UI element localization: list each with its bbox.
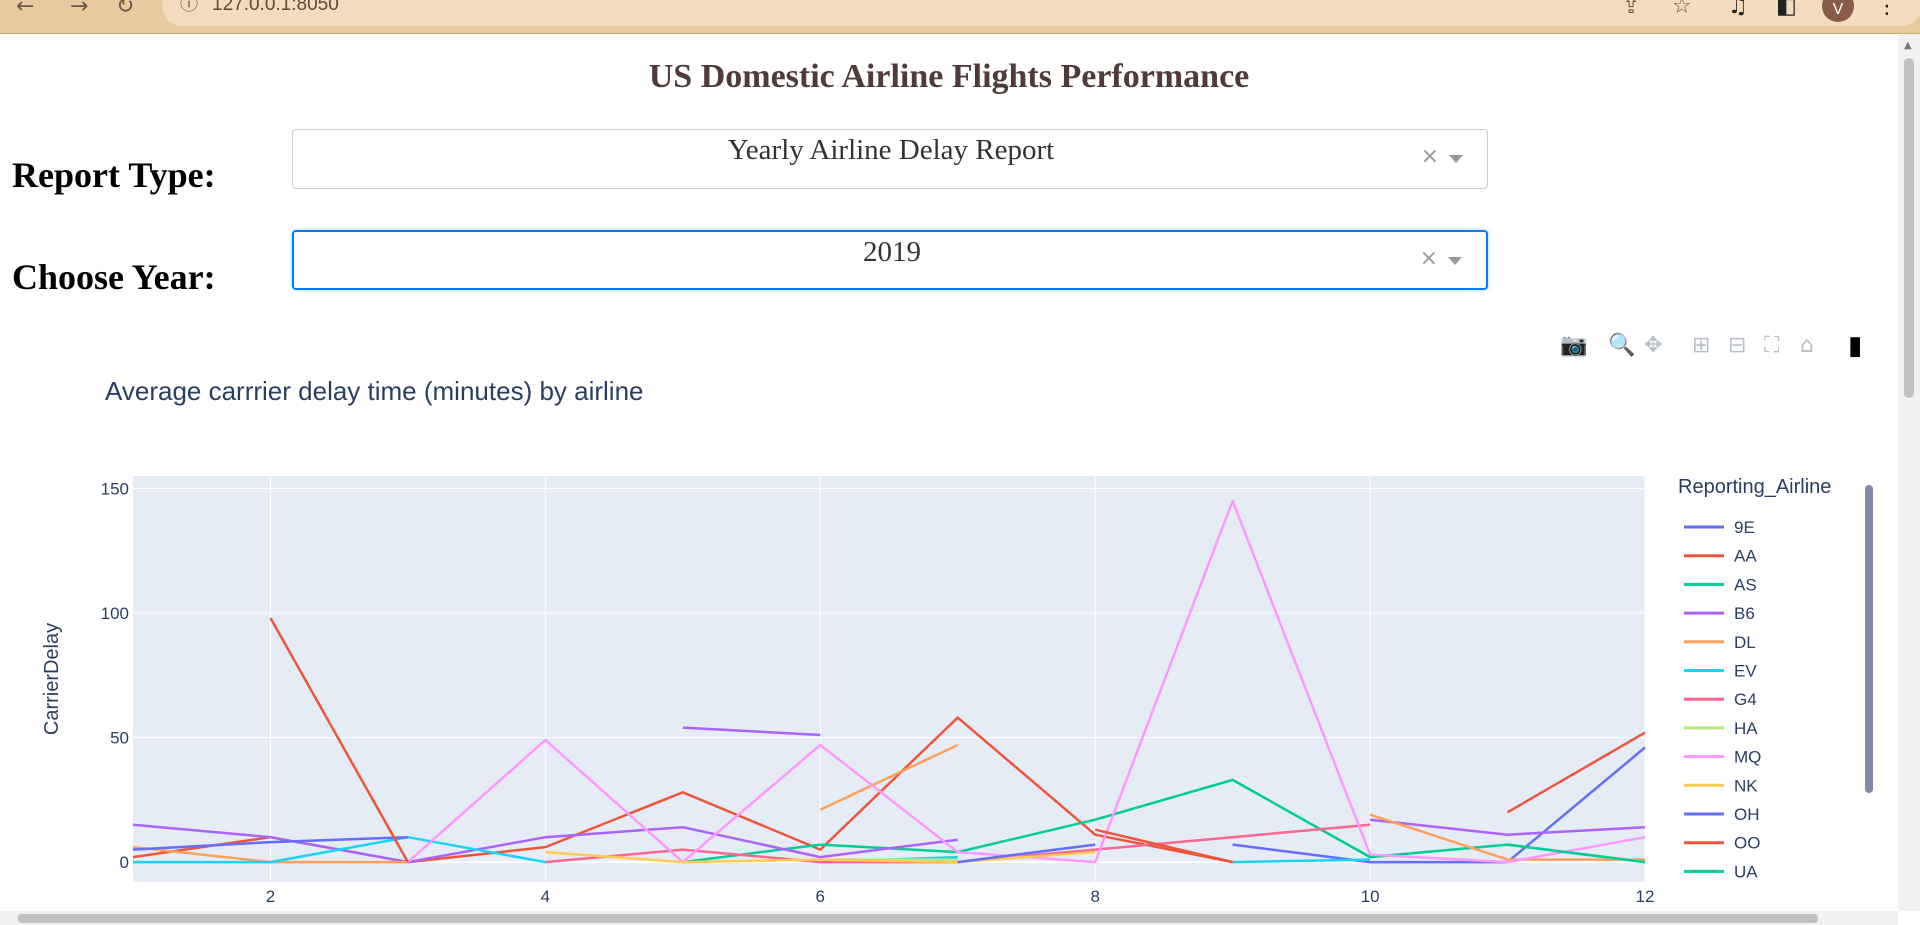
chevron-down-icon[interactable] bbox=[1448, 257, 1462, 265]
report-type-value: Yearly Airline Delay Report bbox=[293, 134, 1489, 167]
legend-item-ua[interactable]: UA bbox=[1734, 862, 1758, 881]
legend-item-dl[interactable]: DL bbox=[1734, 633, 1756, 652]
autoscale-icon[interactable]: ⛶ bbox=[1764, 332, 1779, 360]
back-arrow-icon[interactable]: ← bbox=[16, 0, 34, 14]
x-tick-label: 2 bbox=[266, 887, 275, 906]
x-tick-label: 6 bbox=[816, 887, 825, 906]
browser-toolbar: ← → ↻ ⓘ 127.0.0.1:8050 ⇪ ☆ ♫ ◧ V ⋮ bbox=[0, 0, 1920, 34]
year-dropdown[interactable]: 2019 × bbox=[292, 230, 1488, 290]
legend[interactable]: Reporting_Airline 9E AA AS B6 DL EV G4 HA MQ NK OH O… bbox=[1678, 476, 1873, 881]
legend-item-9e[interactable]: 9E bbox=[1734, 518, 1755, 537]
zoom-icon[interactable]: 🔍 bbox=[1608, 332, 1635, 360]
report-type-label: Report Type: bbox=[12, 154, 216, 196]
legend-scrollbar[interactable] bbox=[1865, 485, 1873, 793]
y-tick-label: 0 bbox=[120, 853, 129, 872]
legend-title: Reporting_Airline bbox=[1678, 476, 1831, 498]
year-value: 2019 bbox=[294, 236, 1490, 269]
legend-item-as[interactable]: AS bbox=[1734, 575, 1757, 594]
legend-item-aa[interactable]: AA bbox=[1734, 547, 1757, 566]
url-text[interactable]: 127.0.0.1:8050 bbox=[212, 0, 339, 16]
camera-icon[interactable]: 📷 bbox=[1560, 332, 1587, 360]
address-bar[interactable] bbox=[162, 0, 1920, 26]
legend-item-oo[interactable]: OO bbox=[1734, 834, 1760, 853]
clear-icon[interactable]: × bbox=[1420, 246, 1438, 271]
clear-icon[interactable]: × bbox=[1421, 144, 1439, 169]
y-axis-ticks: 0 50 100 150 bbox=[101, 479, 129, 872]
chevron-down-icon[interactable] bbox=[1449, 155, 1463, 163]
legend-item-ev[interactable]: EV bbox=[1734, 662, 1757, 681]
vertical-scrollbar[interactable]: ▲ bbox=[1898, 34, 1920, 911]
legend-item-oh[interactable]: OH bbox=[1734, 805, 1760, 824]
x-tick-label: 12 bbox=[1636, 887, 1655, 906]
y-tick-label: 100 bbox=[101, 604, 129, 623]
y-tick-label: 150 bbox=[101, 479, 129, 498]
horizontal-scrollbar[interactable] bbox=[0, 911, 1898, 925]
horizontal-scroll-thumb[interactable] bbox=[18, 914, 1818, 923]
report-type-dropdown[interactable]: Yearly Airline Delay Report × bbox=[292, 129, 1488, 189]
reset-axes-icon[interactable]: ⌂ bbox=[1800, 332, 1814, 360]
x-axis-ticks: 2 4 6 8 10 12 bbox=[266, 887, 1655, 906]
share-icon[interactable]: ⇪ bbox=[1622, 0, 1640, 14]
vertical-scroll-thumb[interactable] bbox=[1904, 58, 1914, 398]
page-title: US Domestic Airline Flights Performance bbox=[0, 58, 1898, 96]
reload-icon[interactable]: ↻ bbox=[116, 0, 134, 14]
legend-item-g4[interactable]: G4 bbox=[1734, 690, 1757, 709]
zoom-in-icon[interactable]: ⊞ bbox=[1692, 332, 1710, 360]
legend-item-mq[interactable]: MQ bbox=[1734, 748, 1761, 767]
legend-item-b6[interactable]: B6 bbox=[1734, 604, 1755, 623]
side-panel-icon[interactable]: ◧ bbox=[1776, 0, 1797, 14]
plot-area bbox=[133, 476, 1645, 882]
legend-item-nk[interactable]: NK bbox=[1734, 776, 1758, 795]
media-control-icon[interactable]: ♫ bbox=[1728, 0, 1748, 14]
legend-item-ha[interactable]: HA bbox=[1734, 719, 1758, 738]
chart-title: Average carrrier delay time (minutes) by… bbox=[105, 376, 644, 407]
site-info-icon[interactable]: ⓘ bbox=[180, 0, 198, 12]
x-tick-label: 8 bbox=[1090, 887, 1099, 906]
zoom-out-icon[interactable]: ⊟ bbox=[1728, 332, 1746, 360]
year-label: Choose Year: bbox=[12, 256, 216, 298]
plotly-logo-icon[interactable]: ▮ bbox=[1848, 332, 1862, 360]
scroll-up-icon[interactable]: ▲ bbox=[1904, 40, 1912, 51]
x-tick-label: 4 bbox=[541, 887, 550, 906]
y-axis-label: CarrierDelay bbox=[41, 623, 63, 735]
line-chart: 2 4 6 8 10 12 0 50 100 150 CarrierDelay Reportin… bbox=[0, 450, 1898, 910]
browser-menu-icon[interactable]: ⋮ bbox=[1876, 0, 1898, 14]
pan-icon[interactable]: ✥ bbox=[1644, 332, 1662, 360]
x-tick-label: 10 bbox=[1361, 887, 1380, 906]
forward-arrow-icon[interactable]: → bbox=[70, 0, 88, 14]
bookmark-star-icon[interactable]: ☆ bbox=[1672, 0, 1692, 14]
y-tick-label: 50 bbox=[110, 729, 129, 748]
